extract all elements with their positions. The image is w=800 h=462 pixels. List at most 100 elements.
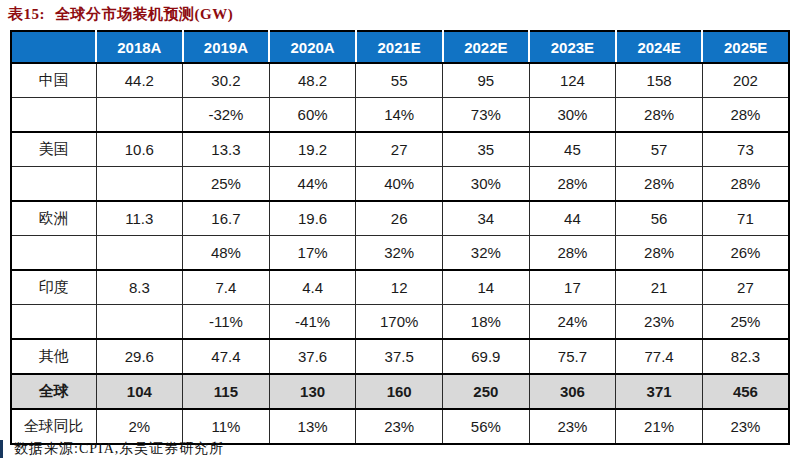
row-global-label: 全球 bbox=[11, 374, 96, 409]
row-europe-cell-2020a: 19.6 bbox=[269, 201, 356, 236]
row-europe-cell-2024e: 56 bbox=[616, 201, 703, 236]
row-india-cell-2020a: 4.4 bbox=[269, 270, 356, 305]
row-usa-cell-2022e: 35 bbox=[443, 132, 530, 167]
row-india-cell-2019a: 7.4 bbox=[183, 270, 270, 305]
row-others-cell-2018a: 29.6 bbox=[96, 339, 183, 374]
column-header-2020a: 2020A bbox=[269, 31, 356, 63]
row-china-cell-2025e: 202 bbox=[702, 63, 789, 98]
row-usa-yoy-cell-2021e: 40% bbox=[356, 167, 443, 202]
footer-accent-bar bbox=[0, 440, 3, 458]
row-usa-cell-2023e: 45 bbox=[529, 132, 616, 167]
row-china-cell-2023e: 124 bbox=[529, 63, 616, 98]
row-europe-cell-2019a: 16.7 bbox=[183, 201, 270, 236]
row-others-label: 其他 bbox=[11, 339, 96, 374]
row-global-cell-2021e: 160 bbox=[356, 374, 443, 409]
row-india-yoy-cell-2020a: -41% bbox=[269, 305, 356, 340]
row-usa-cell-2019a: 13.3 bbox=[183, 132, 270, 167]
row-china-yoy-cell-2025e: 28% bbox=[702, 98, 789, 133]
row-europe-yoy-cell-2018a bbox=[96, 236, 183, 271]
table-title-text: 全球分市场装机预测(GW) bbox=[55, 6, 233, 22]
row-china-yoy-cell-2019a: -32% bbox=[183, 98, 270, 133]
row-others-cell-2025e: 82.3 bbox=[702, 339, 789, 374]
row-india-label: 印度 bbox=[11, 270, 96, 305]
row-usa-yoy-cell-2019a: 25% bbox=[183, 167, 270, 202]
table-number-tag: 表15: bbox=[8, 6, 45, 22]
report-table-figure: 表15: 全球分市场装机预测(GW) 2018A2019A2020A2021E20… bbox=[0, 0, 800, 462]
row-europe-yoy-cell-2025e: 26% bbox=[702, 236, 789, 271]
row-global: 全球104115130160250306371456 bbox=[11, 374, 789, 409]
row-china-yoy: -32%60%14%73%30%28%28% bbox=[11, 98, 789, 133]
row-others-cell-2022e: 69.9 bbox=[443, 339, 530, 374]
row-china-yoy-cell-2018a bbox=[96, 98, 183, 133]
row-global-cell-2024e: 371 bbox=[616, 374, 703, 409]
row-india-yoy-cell-2024e: 23% bbox=[616, 305, 703, 340]
source-line: 数据来源:CPIA,东吴证券研究所 bbox=[0, 438, 800, 460]
row-global-cell-2019a: 115 bbox=[183, 374, 270, 409]
row-india-cell-2023e: 17 bbox=[529, 270, 616, 305]
row-europe-cell-2018a: 11.3 bbox=[96, 201, 183, 236]
row-europe-yoy-cell-2020a: 17% bbox=[269, 236, 356, 271]
row-usa-cell-2021e: 27 bbox=[356, 132, 443, 167]
row-global-cell-2023e: 306 bbox=[529, 374, 616, 409]
row-usa-yoy-cell-2025e: 28% bbox=[702, 167, 789, 202]
table-title: 表15: 全球分市场装机预测(GW) bbox=[8, 5, 233, 24]
row-china-yoy-cell-2023e: 30% bbox=[529, 98, 616, 133]
row-china-yoy-cell-2022e: 73% bbox=[443, 98, 530, 133]
row-others-cell-2020a: 37.6 bbox=[269, 339, 356, 374]
row-china: 中国44.230.248.25595124158202 bbox=[11, 63, 789, 98]
row-india-yoy-cell-2025e: 25% bbox=[702, 305, 789, 340]
row-europe-yoy: 48%17%32%32%28%28%26% bbox=[11, 236, 789, 271]
row-europe-yoy-cell-2019a: 48% bbox=[183, 236, 270, 271]
row-india-yoy-cell-2019a: -11% bbox=[183, 305, 270, 340]
column-header-2023e: 2023E bbox=[529, 31, 616, 63]
row-china-cell-2018a: 44.2 bbox=[96, 63, 183, 98]
row-china-cell-2020a: 48.2 bbox=[269, 63, 356, 98]
row-usa-cell-2020a: 19.2 bbox=[269, 132, 356, 167]
column-header-2019a: 2019A bbox=[183, 31, 270, 63]
row-usa-label: 美国 bbox=[11, 132, 96, 167]
row-global-cell-2020a: 130 bbox=[269, 374, 356, 409]
row-china-label: 中国 bbox=[11, 63, 96, 98]
row-usa-cell-2024e: 57 bbox=[616, 132, 703, 167]
row-india-yoy: -11%-41%170%18%24%23%25% bbox=[11, 305, 789, 340]
row-global-cell-2025e: 456 bbox=[702, 374, 789, 409]
row-usa: 美国10.613.319.22735455773 bbox=[11, 132, 789, 167]
row-europe-cell-2023e: 44 bbox=[529, 201, 616, 236]
row-india-cell-2018a: 8.3 bbox=[96, 270, 183, 305]
row-others-cell-2021e: 37.5 bbox=[356, 339, 443, 374]
row-usa-yoy-cell-2024e: 28% bbox=[616, 167, 703, 202]
row-usa-cell-2018a: 10.6 bbox=[96, 132, 183, 167]
row-india-yoy-cell-2021e: 170% bbox=[356, 305, 443, 340]
row-india-yoy-label bbox=[11, 305, 96, 340]
row-china-cell-2019a: 30.2 bbox=[183, 63, 270, 98]
table-header: 2018A2019A2020A2021E2022E2023E2024E2025E bbox=[11, 31, 789, 63]
row-europe-label: 欧洲 bbox=[11, 201, 96, 236]
row-china-yoy-cell-2020a: 60% bbox=[269, 98, 356, 133]
row-china-yoy-cell-2024e: 28% bbox=[616, 98, 703, 133]
row-usa-yoy-cell-2020a: 44% bbox=[269, 167, 356, 202]
row-india-cell-2021e: 12 bbox=[356, 270, 443, 305]
source-text: 数据来源:CPIA,东吴证券研究所 bbox=[14, 438, 224, 460]
row-others-cell-2023e: 75.7 bbox=[529, 339, 616, 374]
row-india: 印度8.37.44.41214172127 bbox=[11, 270, 789, 305]
row-others-cell-2019a: 47.4 bbox=[183, 339, 270, 374]
row-india-cell-2025e: 27 bbox=[702, 270, 789, 305]
row-india-cell-2022e: 14 bbox=[443, 270, 530, 305]
header-row: 2018A2019A2020A2021E2022E2023E2024E2025E bbox=[11, 31, 789, 63]
row-usa-yoy-cell-2018a bbox=[96, 167, 183, 202]
row-usa-yoy-label bbox=[11, 167, 96, 202]
row-europe-yoy-cell-2024e: 28% bbox=[616, 236, 703, 271]
column-header-2024e: 2024E bbox=[616, 31, 703, 63]
row-global-cell-2022e: 250 bbox=[443, 374, 530, 409]
row-china-cell-2024e: 158 bbox=[616, 63, 703, 98]
global-installation-forecast-table: 2018A2019A2020A2021E2022E2023E2024E2025E… bbox=[10, 30, 790, 445]
row-europe: 欧洲11.316.719.62634445671 bbox=[11, 201, 789, 236]
row-europe-yoy-cell-2021e: 32% bbox=[356, 236, 443, 271]
row-others: 其他29.647.437.637.569.975.777.482.3 bbox=[11, 339, 789, 374]
row-usa-yoy-cell-2022e: 30% bbox=[443, 167, 530, 202]
row-usa-yoy-cell-2023e: 28% bbox=[529, 167, 616, 202]
row-europe-cell-2022e: 34 bbox=[443, 201, 530, 236]
row-china-yoy-cell-2021e: 14% bbox=[356, 98, 443, 133]
column-header-2018a: 2018A bbox=[96, 31, 183, 63]
row-usa-yoy: 25%44%40%30%28%28%28% bbox=[11, 167, 789, 202]
